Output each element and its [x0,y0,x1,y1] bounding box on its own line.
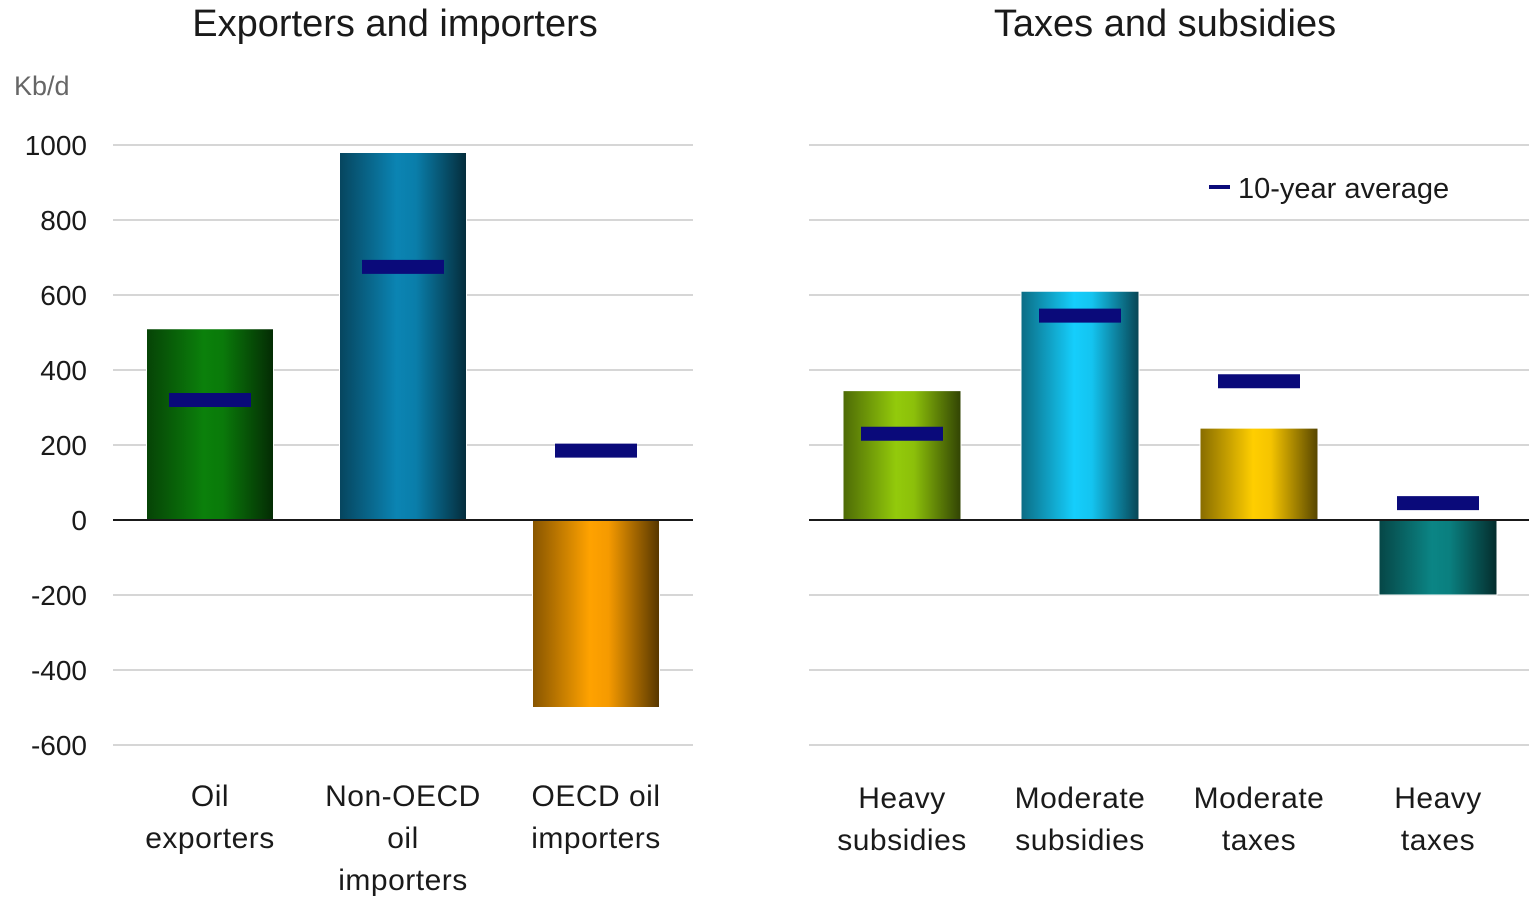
right-chart: Heavy subsidies Moderate subsidies Moderate t… [809,144,1529,857]
left-average-marker-1 [169,393,251,407]
right-category-label-1: Heavy [858,782,946,815]
left-category-label-1: exporters [145,822,275,855]
y-tick-label: 200 [40,430,87,461]
right-category-label-2: Moderate [1015,782,1146,815]
y-tick-label: 0 [71,505,87,536]
left-bar-1 [146,328,274,521]
legend-marker-10-year-average [1209,185,1230,189]
left-category-label-2: importers [338,864,468,896]
y-axis-unit: Kb/d [14,71,70,101]
right-average-marker-2 [1039,308,1121,323]
right-bar-2 [1020,290,1140,521]
right-average-marker-3 [1218,374,1300,389]
right-category-label-4: taxes [1401,824,1475,857]
left-chart-title: Exporters and importers [192,3,598,45]
left-average-marker-2 [362,259,444,274]
right-category-label-1: subsidies [837,824,967,857]
left-category-label-2: Non-OECD [325,780,481,813]
right-chart-title: Taxes and subsidies [994,3,1336,45]
left-bar-3 [532,519,660,708]
left-bar-2 [339,152,467,521]
right-average-marker-4 [1397,496,1479,511]
y-tick-label: -600 [31,730,87,761]
left-chart: Oil exporters Non-OECD oil importers OECD oil… [25,130,693,897]
left-category-label-2: oil [387,822,419,855]
right-bar-1 [842,390,962,521]
left-category-label-3: importers [531,822,661,855]
right-bar-3 [1199,427,1319,521]
left-category-label-3: OECD oil [531,780,660,813]
right-category-label-2: subsidies [1015,824,1145,857]
right-category-label-3: taxes [1222,824,1296,857]
right-average-marker-1 [861,426,943,441]
left-average-marker-3 [555,443,637,458]
y-tick-label: -200 [31,580,87,611]
right-category-label-3: Moderate [1194,782,1325,815]
y-tick-label: 1000 [25,130,87,161]
y-tick-label: 600 [40,280,87,311]
right-category-label-4: Heavy [1394,782,1482,815]
y-tick-label: -400 [31,655,87,686]
y-tick-label: 800 [40,205,87,236]
legend: 10-year average [1209,173,1449,205]
left-category-label-1: Oil [191,780,229,813]
legend-label-10-year-average: 10-year average [1238,173,1449,205]
y-tick-label: 400 [40,355,87,386]
right-bar-4 [1378,519,1498,596]
